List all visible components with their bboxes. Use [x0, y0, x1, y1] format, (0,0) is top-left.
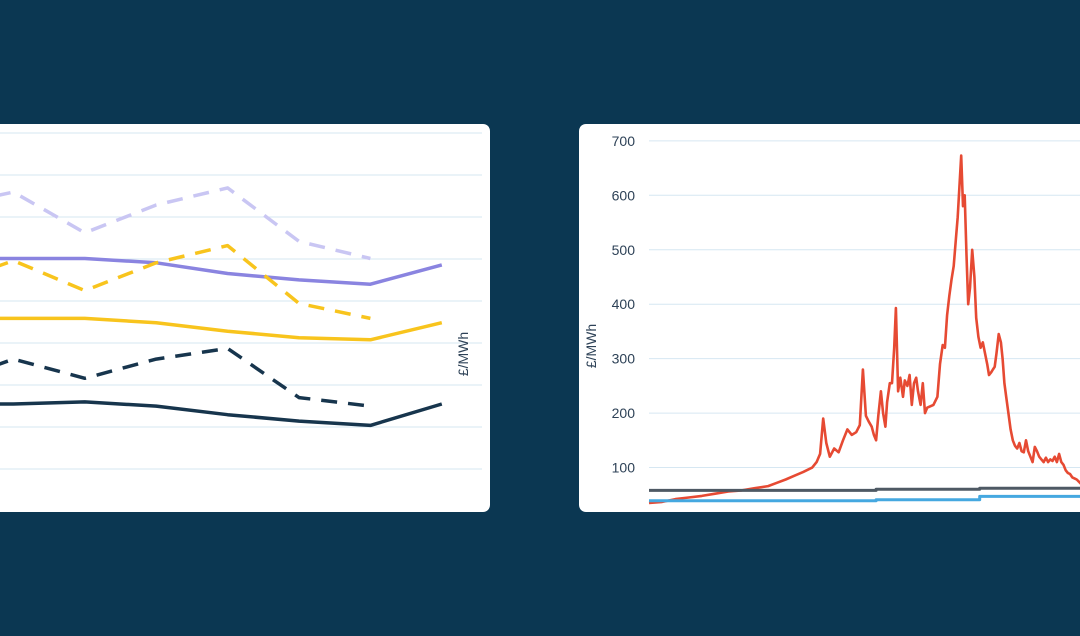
right-y-tick-400: 400	[612, 296, 636, 312]
right-gridlines	[649, 140, 1080, 469]
left-chart-card: £/MWh	[0, 124, 490, 512]
right-series-group	[648, 154, 1080, 505]
right-y-axis-label: £/MWh	[583, 324, 599, 368]
right-y-tick-200: 200	[612, 405, 636, 421]
right-y-tick-700: 700	[612, 133, 636, 149]
right-series-line-0	[648, 154, 1080, 505]
right-y-tick-300: 300	[612, 351, 636, 367]
right-chart-card: 100 200 300 400 500 600 700 £/MWh	[579, 124, 1080, 512]
right-line-chart: 100 200 300 400 500 600 700 £/MWh	[583, 133, 1080, 505]
left-series-line-2	[0, 243, 371, 321]
left-gridlines	[0, 132, 482, 470]
left-series-line-1	[0, 256, 443, 286]
left-series-line-3	[0, 316, 443, 342]
left-line-chart: £/MWh	[0, 132, 482, 470]
left-series-line-4	[0, 346, 371, 408]
left-series-line-0	[0, 186, 371, 261]
right-y-tick-600: 600	[612, 187, 636, 203]
right-y-tick-100: 100	[612, 460, 636, 476]
right-y-tick-500: 500	[612, 242, 636, 258]
left-series-line-5	[0, 400, 443, 428]
right-series-line-1	[649, 486, 1080, 492]
left-y-axis-label: £/MWh	[455, 332, 471, 376]
right-y-tick-labels: 100 200 300 400 500 600 700	[612, 133, 636, 476]
right-series-line-2	[649, 494, 1080, 503]
left-series-group	[0, 186, 443, 428]
